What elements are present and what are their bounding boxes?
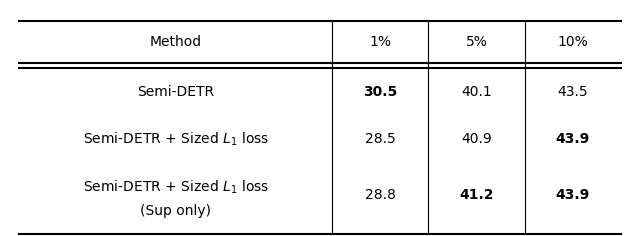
Text: Method: Method [150, 35, 202, 50]
Text: 1%: 1% [369, 35, 391, 50]
Text: 43.9: 43.9 [556, 188, 590, 202]
Text: 5%: 5% [465, 35, 487, 50]
Text: 30.5: 30.5 [363, 85, 397, 99]
Text: 10%: 10% [557, 35, 588, 50]
Text: 40.1: 40.1 [461, 85, 492, 99]
Text: 40.9: 40.9 [461, 132, 492, 146]
Text: 28.8: 28.8 [365, 188, 396, 202]
Text: 43.9: 43.9 [556, 132, 590, 146]
Text: 41.2: 41.2 [459, 188, 493, 202]
Text: 43.5: 43.5 [557, 85, 588, 99]
Text: 28.5: 28.5 [365, 132, 396, 146]
Text: Semi-DETR + Sized $L_1$ loss: Semi-DETR + Sized $L_1$ loss [83, 179, 269, 196]
Text: (Sup only): (Sup only) [140, 204, 211, 218]
Text: Semi-DETR + Sized $L_1$ loss: Semi-DETR + Sized $L_1$ loss [83, 131, 269, 148]
Text: Semi-DETR: Semi-DETR [137, 85, 214, 99]
